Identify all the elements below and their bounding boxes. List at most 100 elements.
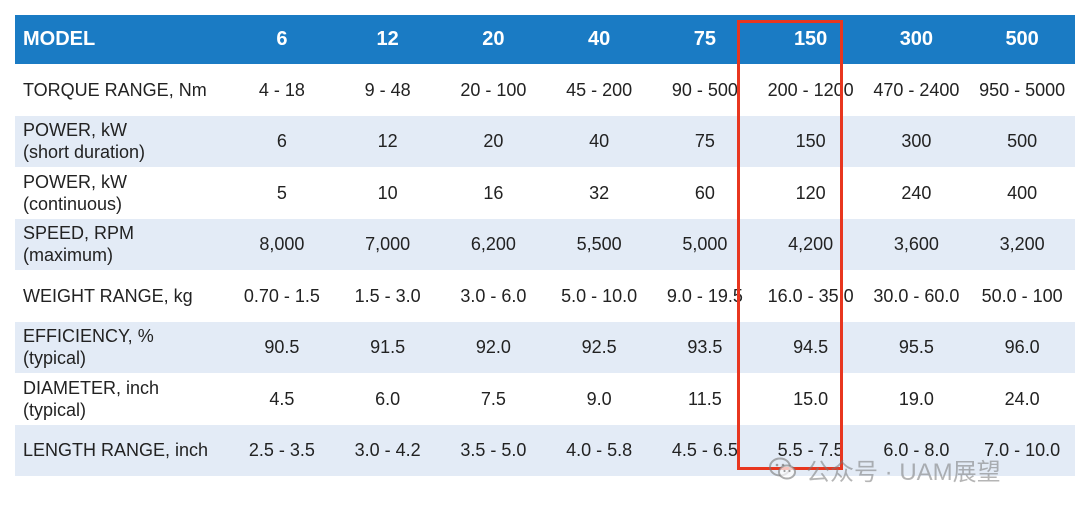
table-cell: 4,200 <box>757 218 864 270</box>
header-cell-model-12: 12 <box>334 15 441 64</box>
table-cell: 16.0 - 35.0 <box>757 270 864 322</box>
wechat-icon <box>769 457 796 480</box>
table-cell: 4 - 18 <box>229 64 335 116</box>
table-cell: 120 <box>757 167 864 219</box>
table-row: TORQUE RANGE, Nm 4 - 18 9 - 48 20 - 100 45 -… <box>15 64 1075 116</box>
watermark: 公众号 · UAM展望 <box>768 452 1001 486</box>
table-cell: 6.0 - 8.0 <box>863 424 970 476</box>
row-label-subline: (typical) <box>23 348 87 369</box>
table-cell: 7.0 - 10.0 <box>969 424 1075 476</box>
row-label-line: POWER, kW <box>23 120 127 141</box>
table-row: EFFICIENCY, % (typical) 90.5 91.5 92.0 92.5 93… <box>15 321 1075 373</box>
table-row: SPEED, RPM (maximum) 8,000 7,000 6,200 5,500 5… <box>15 218 1075 270</box>
table-cell: 92.5 <box>546 321 652 373</box>
table-cell: 2.5 - 3.5 <box>229 424 335 476</box>
row-label: POWER, kW (short duration) <box>15 115 229 167</box>
table-cell: 96.0 <box>969 321 1075 373</box>
table-cell: 1.5 - 3.0 <box>334 270 441 322</box>
row-label-subline: (typical) <box>23 399 87 420</box>
table-row: POWER, kW (continuous) 5 10 16 32 60 120 240 400 <box>15 167 1075 219</box>
table-cell: 50.0 - 100 <box>969 270 1075 322</box>
table-row: WEIGHT RANGE, kg 0.70 - 1.5 1.5 - 3.0 3.0 -… <box>15 270 1075 322</box>
table-cell: 240 <box>863 167 970 219</box>
table-cell: 60 <box>652 167 758 219</box>
table-cell: 3.5 - 5.0 <box>440 424 547 476</box>
header-cell-model-75: 75 <box>652 15 758 64</box>
table-cell: 94.5 <box>757 321 864 373</box>
table-cell: 3,200 <box>969 218 1075 270</box>
row-label: TORQUE RANGE, Nm <box>15 64 229 116</box>
table-cell: 20 - 100 <box>440 64 547 116</box>
row-label: LENGTH RANGE, inch <box>15 424 229 476</box>
header-cell-model-150: 150 <box>757 15 864 64</box>
table-cell: 92.0 <box>440 321 547 373</box>
row-label-line: SPEED, RPM <box>23 223 135 244</box>
table-cell: 9.0 - 19.5 <box>652 270 758 322</box>
row-label-subline: (maximum) <box>23 245 113 266</box>
header-row: MODEL 6 12 20 40 75 150 300 500 <box>15 15 1075 64</box>
table-cell: 7.5 <box>440 373 547 425</box>
motor-spec-table-container: MODEL 6 12 20 40 75 150 300 500 TORQUE RANGE, Nm… <box>15 15 1075 476</box>
motor-spec-table: MODEL 6 12 20 40 75 150 300 500 TORQUE RANGE, Nm… <box>15 15 1075 476</box>
table-cell: 4.5 - 6.5 <box>652 424 758 476</box>
row-label: POWER, kW (continuous) <box>15 167 229 219</box>
table-cell: 500 <box>969 115 1075 167</box>
table-cell: 200 - 1200 <box>757 64 864 116</box>
table-cell: 0.70 - 1.5 <box>229 270 335 322</box>
table-row: DIAMETER, inch (typical) 4.5 6.0 7.5 9.0 11.5 1… <box>15 373 1075 425</box>
table-cell: 150 <box>757 115 864 167</box>
table-cell: 91.5 <box>334 321 441 373</box>
table-cell: 6,200 <box>440 218 547 270</box>
table-cell: 5.0 - 10.0 <box>546 270 652 322</box>
header-cell-model-20: 20 <box>440 15 547 64</box>
table-cell: 10 <box>334 167 441 219</box>
table-cell: 15.0 <box>757 373 864 425</box>
row-label: EFFICIENCY, % (typical) <box>15 321 229 373</box>
table-cell: 11.5 <box>652 373 758 425</box>
row-label-subline: (short duration) <box>23 142 146 163</box>
table-cell: 90.5 <box>229 321 335 373</box>
table-cell: 3.0 - 4.2 <box>334 424 441 476</box>
header-cell-model: MODEL <box>15 15 229 64</box>
table-cell: 20 <box>440 115 547 167</box>
row-label: SPEED, RPM (maximum) <box>15 218 229 270</box>
table-cell: 19.0 <box>863 373 970 425</box>
table-cell: 3,600 <box>863 218 970 270</box>
table-cell: 6.0 <box>334 373 441 425</box>
table-cell: 7,000 <box>334 218 441 270</box>
table-cell: 40 <box>546 115 652 167</box>
table-cell: 5,000 <box>652 218 758 270</box>
header-cell-model-300: 300 <box>863 15 970 64</box>
table-cell: 5,500 <box>546 218 652 270</box>
table-cell: 9.0 <box>546 373 652 425</box>
table-body: TORQUE RANGE, Nm 4 - 18 9 - 48 20 - 100 45 -… <box>15 64 1075 476</box>
table-cell: 90 - 500 <box>652 64 758 116</box>
table-cell: 93.5 <box>652 321 758 373</box>
table-cell: 6 <box>229 115 335 167</box>
table-cell: 12 <box>334 115 441 167</box>
table-cell: 300 <box>863 115 970 167</box>
table-cell: 3.0 - 6.0 <box>440 270 547 322</box>
table-cell: 400 <box>969 167 1075 219</box>
row-label-subline: (continuous) <box>23 193 123 214</box>
table-cell: 95.5 <box>863 321 970 373</box>
table-header: MODEL 6 12 20 40 75 150 300 500 <box>15 15 1075 64</box>
table-row: POWER, kW (short duration) 6 12 20 40 75 150 300… <box>15 115 1075 167</box>
table-cell: 16 <box>440 167 547 219</box>
row-label: DIAMETER, inch (typical) <box>15 373 229 425</box>
row-label-line: LENGTH RANGE, inch <box>23 440 209 461</box>
row-label: WEIGHT RANGE, kg <box>15 270 229 322</box>
row-label-line: DIAMETER, inch <box>23 377 160 398</box>
watermark-text: 公众号 · UAM展望 <box>806 458 1001 486</box>
table-cell: 45 - 200 <box>546 64 652 116</box>
table-cell: 32 <box>546 167 652 219</box>
table-cell: 4.0 - 5.8 <box>546 424 652 476</box>
table-cell: 4.5 <box>229 373 335 425</box>
header-cell-model-500: 500 <box>969 15 1075 64</box>
row-label-line: WEIGHT RANGE, kg <box>23 285 193 306</box>
row-label-line: POWER, kW <box>23 171 127 192</box>
table-cell: 470 - 2400 <box>863 64 970 116</box>
table-cell: 30.0 - 60.0 <box>863 270 970 322</box>
table-cell: 9 - 48 <box>334 64 441 116</box>
header-cell-model-40: 40 <box>546 15 652 64</box>
